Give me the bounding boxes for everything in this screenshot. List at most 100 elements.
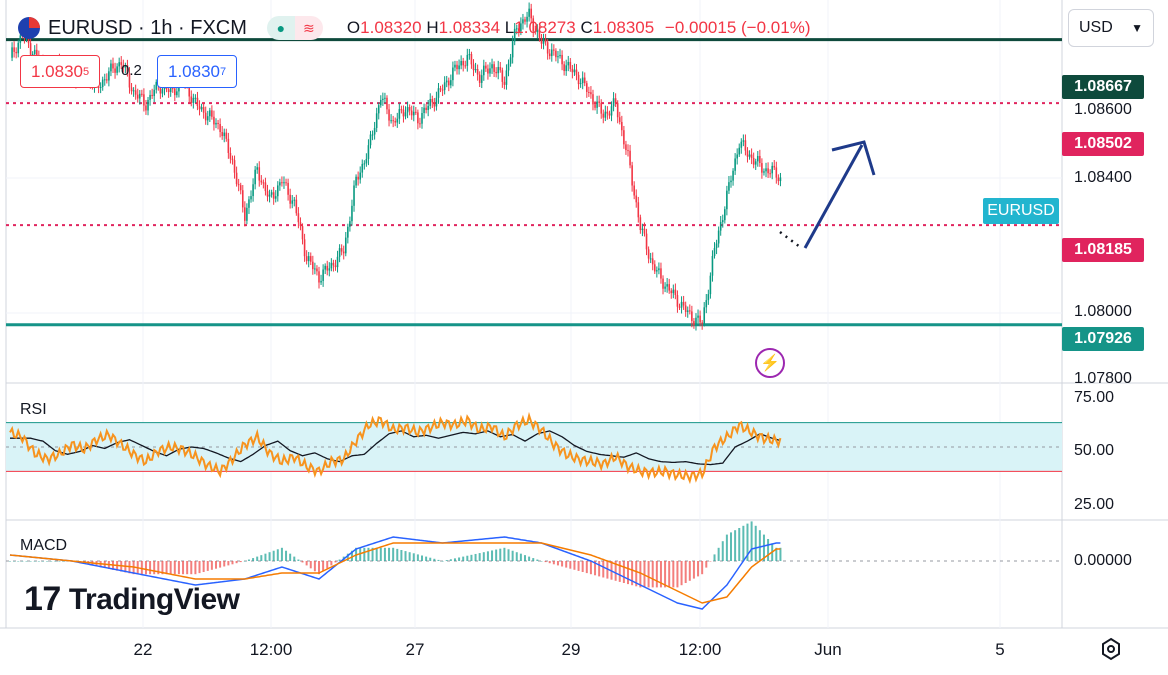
macd-histogram-bar (252, 558, 255, 561)
candle-body (763, 171, 765, 173)
macd-histogram-bar (775, 547, 778, 561)
rsi-label[interactable]: RSI (20, 401, 47, 418)
macd-histogram-bar (169, 561, 172, 575)
candle-body (629, 150, 631, 166)
candle-body (293, 199, 296, 201)
candle-body (279, 182, 281, 186)
candle-body (447, 80, 450, 86)
candle-body (307, 256, 310, 262)
macd-histogram-bar (598, 561, 601, 577)
macd-histogram-bar (536, 559, 539, 561)
price-tick: 1.08600 (1074, 101, 1132, 118)
candle-body (264, 182, 267, 192)
candle-body (450, 80, 452, 86)
buy-button[interactable]: 1.0830 7 (157, 55, 238, 88)
candle-body (656, 270, 658, 272)
candle-body (291, 200, 294, 204)
macd-histogram-bar (738, 528, 741, 561)
resistance-price-tag: 1.08667 (1062, 75, 1144, 99)
macd-tick: 0.00000 (1074, 552, 1132, 569)
tradingview-mark-icon: 17 (24, 580, 61, 618)
candle-body (672, 289, 675, 294)
macd-histogram-bar (425, 556, 428, 561)
candle-body (608, 113, 611, 116)
candle-body (625, 144, 627, 151)
candle-body (651, 258, 654, 265)
candle-body (196, 97, 199, 107)
candle-body (359, 172, 361, 180)
settings-gear-icon[interactable] (1099, 637, 1123, 661)
candle-body (752, 157, 755, 165)
market-status-pill[interactable]: ● ≋ (266, 16, 323, 40)
candle-body (441, 89, 444, 91)
macd-histogram-bar (400, 550, 403, 561)
macd-histogram-bar (515, 552, 518, 561)
candle-body (217, 122, 219, 124)
candle-body (188, 85, 191, 97)
candle-body (742, 140, 745, 142)
candle-body (579, 83, 582, 85)
candle-body (715, 243, 718, 249)
candle-body (134, 90, 137, 95)
macd-histogram-bar (165, 561, 168, 575)
macd-histogram-bar (190, 561, 193, 575)
candle-body (505, 70, 508, 85)
macd-histogram-bar (779, 547, 782, 561)
lightning-icon[interactable]: ⚡ (755, 348, 785, 378)
macd-histogram-bar (540, 561, 543, 562)
candle-body (653, 264, 656, 272)
macd-histogram-bar (223, 561, 226, 567)
candle-body (404, 112, 407, 117)
candle-body (332, 262, 335, 266)
symbol-title[interactable]: EURUSD · 1h · FXCM (48, 16, 247, 39)
time-tick: 5 (995, 640, 1005, 659)
macd-histogram-bar (750, 521, 753, 561)
candle-body (493, 64, 495, 72)
macd-histogram-bar (301, 561, 304, 563)
candle-body (101, 79, 104, 87)
macd-histogram-bar (363, 547, 366, 561)
macd-histogram-bar (552, 561, 555, 565)
rsi-tick: 25.00 (1074, 496, 1115, 513)
candle-body (254, 169, 256, 185)
macd-histogram-bar (37, 561, 40, 562)
candle-body (13, 47, 15, 52)
currency-select[interactable]: USD ▼ (1068, 9, 1154, 47)
macd-histogram-bar (41, 561, 44, 562)
time-tick: 22 (133, 640, 153, 659)
candle-body (394, 120, 397, 123)
candle-body (155, 81, 158, 90)
macd-histogram-bar (511, 550, 514, 561)
candle-body (353, 185, 355, 206)
macd-label[interactable]: MACD (20, 537, 68, 554)
sell-button[interactable]: 1.0830 5 (20, 55, 101, 88)
macd-histogram-bar (235, 561, 238, 564)
candle-body (588, 92, 590, 94)
candle-body (194, 97, 197, 99)
candle-body (351, 205, 353, 222)
candle-body (528, 8, 530, 17)
tradingview-logo[interactable]: 17 TradingView (24, 580, 240, 618)
candle-body (544, 39, 547, 43)
candle-body (116, 66, 118, 73)
macd-histogram-bar (664, 561, 667, 588)
macd-histogram-bar (688, 561, 691, 581)
candle-body (244, 207, 246, 221)
candle-body (645, 233, 648, 250)
candle-body (693, 321, 695, 326)
candle-body (691, 311, 693, 322)
candle-body (167, 89, 170, 93)
candle-body (705, 300, 708, 308)
candle-body (586, 83, 588, 93)
macd-histogram-bar (709, 561, 712, 562)
macd-histogram-bar (742, 525, 745, 561)
candle-body (550, 49, 553, 57)
projection-arrow (803, 144, 864, 249)
macd-histogram-bar (383, 547, 386, 561)
candle-body (689, 310, 691, 312)
candle-body (532, 18, 535, 32)
candle-body (297, 213, 300, 223)
candle-body (305, 256, 308, 262)
macd-histogram-bar (421, 555, 423, 561)
